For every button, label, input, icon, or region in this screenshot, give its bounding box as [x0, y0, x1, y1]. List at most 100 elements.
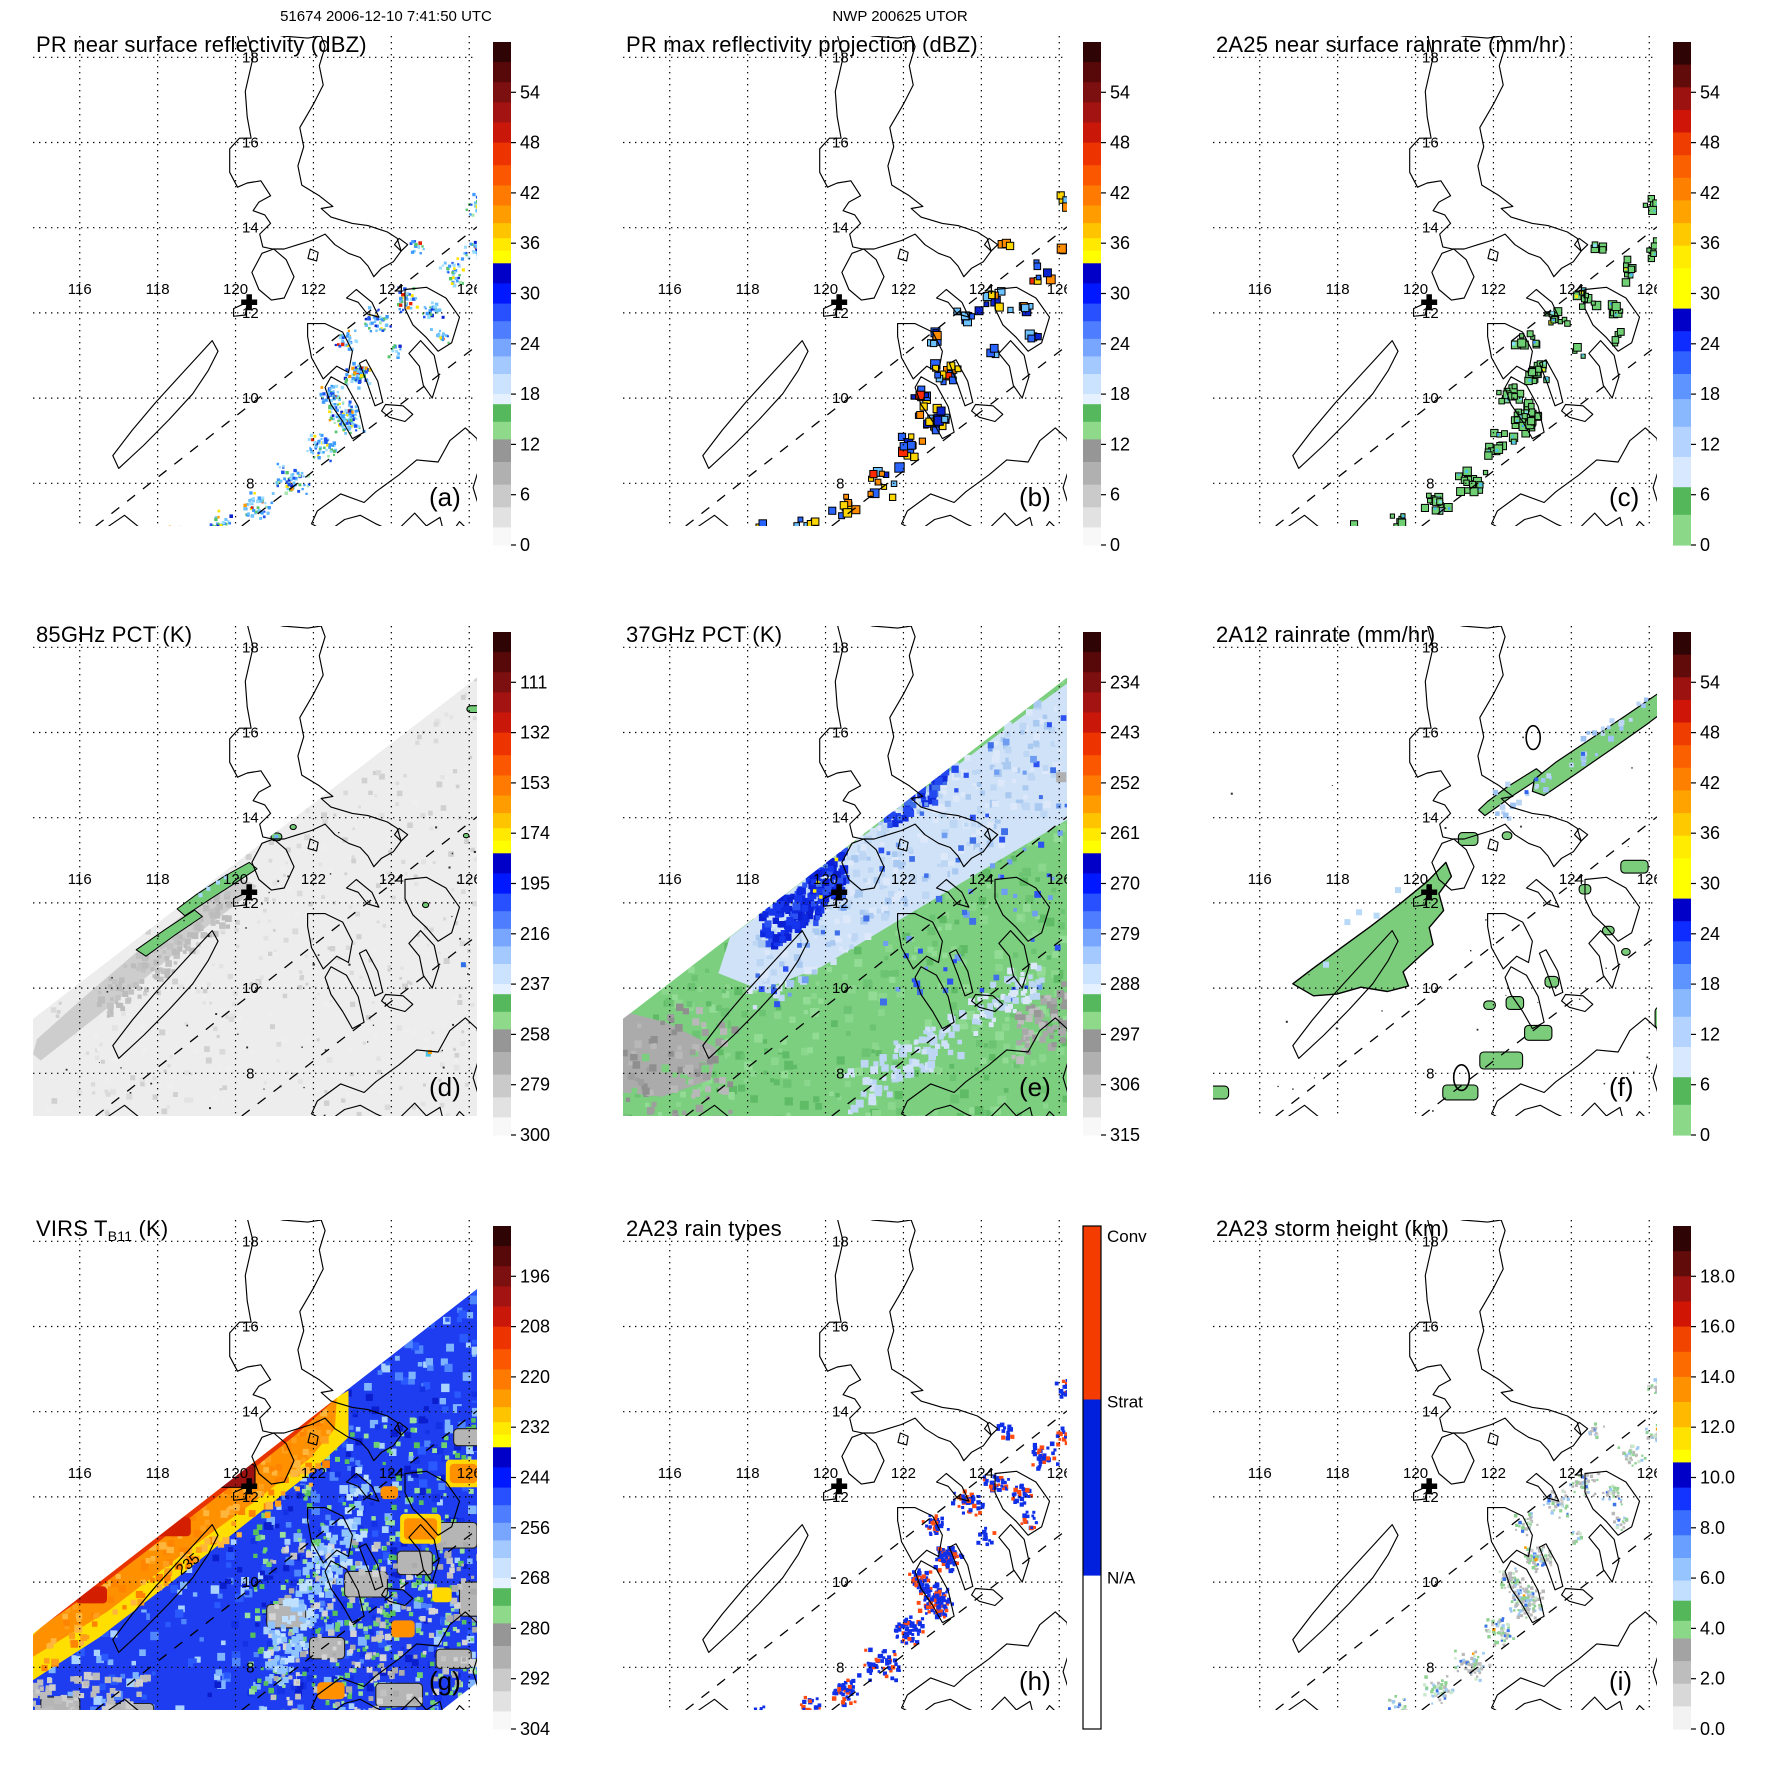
panel-letter: (i)	[1609, 1666, 1633, 1696]
svg-text:8: 8	[836, 475, 844, 492]
svg-text:18: 18	[1422, 49, 1439, 66]
svg-text:6: 6	[1700, 485, 1710, 505]
svg-text:10: 10	[242, 980, 259, 997]
svg-text:10: 10	[242, 390, 259, 407]
svg-text:132: 132	[520, 723, 550, 743]
svg-text:12: 12	[1422, 895, 1439, 912]
svg-text:234: 234	[1110, 672, 1140, 692]
svg-text:36: 36	[1700, 823, 1720, 843]
svg-text:116: 116	[658, 281, 682, 298]
svg-text:116: 116	[68, 281, 92, 298]
svg-text:126: 126	[457, 281, 477, 298]
panel-h: 11611812012212412681012141618 2A23 rain …	[623, 1214, 1198, 1759]
svg-text:0: 0	[1700, 1125, 1710, 1145]
svg-text:12: 12	[1700, 1024, 1720, 1044]
colorbar-c: 54 48 42 36 30 24 18 12 6 0	[1673, 42, 1720, 555]
svg-text:118: 118	[736, 281, 760, 298]
svg-text:10: 10	[832, 980, 849, 997]
svg-text:16: 16	[242, 135, 259, 152]
svg-text:126: 126	[457, 871, 477, 888]
svg-text:8: 8	[836, 1065, 844, 1082]
svg-text:120: 120	[1403, 281, 1428, 298]
svg-text:12: 12	[520, 434, 540, 454]
colorbar-f: 54 48 42 36 30 24 18 12 6 0	[1673, 632, 1720, 1145]
svg-text:14: 14	[832, 810, 849, 827]
panel-title: 85GHz PCT (K)	[36, 622, 193, 647]
svg-text:0: 0	[1110, 535, 1120, 555]
panel-title: PR near surface reflectivity (dBZ)	[36, 32, 367, 57]
svg-text:300: 300	[520, 1125, 550, 1145]
map-h: 11611812012212412681012141618	[623, 1220, 1067, 1710]
svg-text:14: 14	[1422, 810, 1439, 827]
svg-text:42: 42	[1700, 183, 1720, 203]
svg-text:122: 122	[301, 871, 326, 888]
svg-text:42: 42	[520, 183, 540, 203]
svg-text:54: 54	[1700, 672, 1720, 692]
svg-text:42: 42	[1700, 773, 1720, 793]
svg-text:18: 18	[832, 49, 849, 66]
svg-text:126: 126	[1637, 281, 1657, 298]
svg-text:153: 153	[520, 773, 550, 793]
svg-text:10: 10	[832, 390, 849, 407]
svg-text:18: 18	[1422, 639, 1439, 656]
svg-text:118: 118	[146, 281, 170, 298]
svg-text:120: 120	[813, 281, 838, 298]
panel-title: PR max reflectivity projection (dBZ)	[626, 32, 978, 57]
orbit-timestamp: 51674 2006-12-10 7:41:50 UTC	[280, 8, 492, 25]
panel-letter: (d)	[429, 1072, 461, 1102]
panel-g: 23511611812012212412681012141618 VIRS TB…	[33, 1214, 608, 1759]
panel-title: 2A23 rain types	[626, 1216, 782, 1241]
map-i: 11611812012212412681012141618	[1213, 1220, 1657, 1710]
svg-text:14: 14	[832, 220, 849, 237]
svg-text:24: 24	[1110, 334, 1130, 354]
map-c: 116 118 120 122 124 126 8 10 12 14 16 18	[1213, 36, 1657, 526]
svg-text:261: 261	[1110, 823, 1140, 843]
svg-text:122: 122	[891, 281, 916, 298]
svg-text:18: 18	[242, 49, 259, 66]
panel-letter: (b)	[1019, 482, 1051, 512]
map-e: 116 118 120 122 124 126 8 10 12 14 16 18	[623, 626, 1067, 1116]
svg-text:16: 16	[832, 725, 849, 742]
map-a: 116 118 120 122 124 126 8 10 12 14 16 18	[33, 36, 477, 526]
panel-letter: (e)	[1019, 1072, 1051, 1102]
svg-text:30: 30	[1700, 284, 1720, 304]
svg-text:124: 124	[969, 871, 994, 888]
svg-text:306: 306	[1110, 1075, 1140, 1095]
svg-text:10: 10	[1422, 980, 1439, 997]
svg-text:116: 116	[68, 871, 92, 888]
svg-text:8: 8	[1426, 1065, 1434, 1082]
svg-text:6: 6	[1110, 485, 1120, 505]
svg-text:116: 116	[658, 871, 682, 888]
svg-text:279: 279	[1110, 924, 1140, 944]
svg-text:14: 14	[1422, 220, 1439, 237]
svg-text:18: 18	[1110, 384, 1130, 404]
svg-text:18: 18	[1700, 384, 1720, 404]
colorbar-i: 18.016.014.012.010.08.06.04.02.00.0	[1673, 1226, 1735, 1739]
svg-text:118: 118	[736, 871, 760, 888]
svg-text:174: 174	[520, 823, 550, 843]
svg-text:42: 42	[1110, 183, 1130, 203]
svg-text:12: 12	[242, 895, 259, 912]
svg-text:48: 48	[1110, 133, 1130, 153]
svg-text:120: 120	[223, 281, 248, 298]
svg-text:270: 270	[1110, 874, 1140, 894]
svg-text:16: 16	[1422, 725, 1439, 742]
svg-text:36: 36	[520, 233, 540, 253]
svg-text:24: 24	[1700, 924, 1720, 944]
svg-text:48: 48	[1700, 723, 1720, 743]
svg-text:122: 122	[301, 281, 326, 298]
svg-text:122: 122	[891, 871, 916, 888]
svg-text:30: 30	[1110, 284, 1130, 304]
svg-text:54: 54	[520, 82, 540, 102]
svg-text:243: 243	[1110, 723, 1140, 743]
svg-text:12: 12	[832, 305, 849, 322]
panel-letter: (g)	[429, 1666, 461, 1696]
svg-text:195: 195	[520, 874, 550, 894]
panel-title: 2A23 storm height (km)	[1216, 1216, 1450, 1241]
svg-text:16: 16	[242, 725, 259, 742]
svg-text:116: 116	[1248, 281, 1272, 298]
svg-text:252: 252	[1110, 773, 1140, 793]
map-g: 23511611812012212412681012141618	[33, 1220, 477, 1710]
